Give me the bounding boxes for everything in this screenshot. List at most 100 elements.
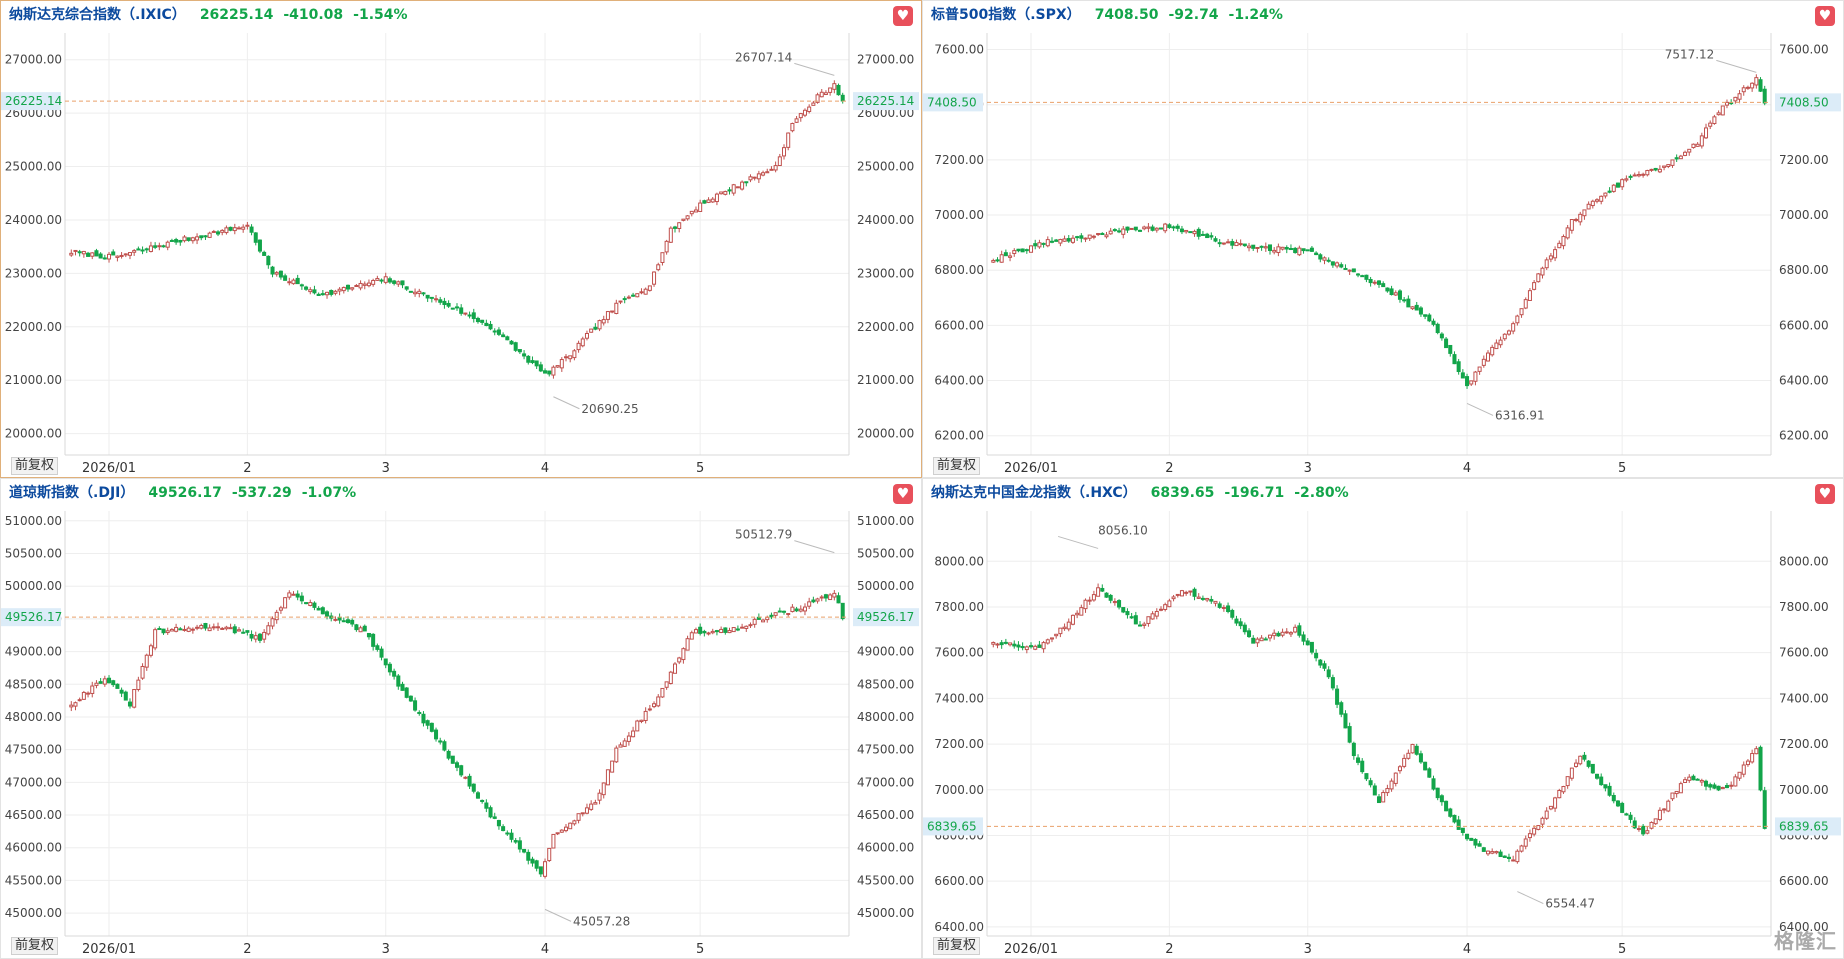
y-tick-label-right: 7600.00 bbox=[1779, 43, 1829, 57]
candle bbox=[304, 285, 309, 291]
favorite-heart-icon[interactable]: ♥ bbox=[1815, 484, 1835, 504]
candle bbox=[266, 255, 271, 269]
y-tick-label-right: 49000.00 bbox=[857, 645, 914, 659]
x-tick-label: 4 bbox=[1463, 942, 1471, 957]
candle bbox=[387, 662, 392, 676]
candle bbox=[232, 223, 237, 235]
candle bbox=[765, 168, 770, 174]
candle bbox=[312, 601, 317, 611]
candle bbox=[1351, 741, 1356, 760]
index-name[interactable]: 道琼斯指数（.DJI） bbox=[9, 485, 135, 501]
candle bbox=[1079, 233, 1084, 243]
candle bbox=[1519, 844, 1524, 853]
dji-panel[interactable]: 道琼斯指数（.DJI） 49526.17 -537.29 -1.07% ♥ 45000… bbox=[0, 478, 922, 959]
candle bbox=[371, 278, 376, 287]
adjust-mode-button[interactable]: 前复权 bbox=[933, 937, 981, 955]
candle bbox=[107, 675, 112, 684]
candle bbox=[337, 287, 342, 296]
ixic-panel[interactable]: 纳斯达克综合指数（.IXIC） 26225.14 -410.08 -1.54% ♥ 2… bbox=[0, 0, 922, 478]
candle bbox=[492, 812, 497, 820]
candle bbox=[392, 668, 397, 680]
candle bbox=[1146, 616, 1151, 627]
candle bbox=[693, 627, 698, 634]
candle bbox=[744, 625, 749, 632]
candle bbox=[660, 252, 665, 266]
candle bbox=[1230, 238, 1235, 250]
candle bbox=[1720, 786, 1725, 790]
candle bbox=[1129, 227, 1134, 230]
candle bbox=[517, 837, 522, 853]
spx-panel[interactable]: 标普500指数（.SPX） 7408.50 -92.74 -1.24% ♥ 6200.… bbox=[922, 0, 1844, 478]
candle bbox=[752, 176, 757, 181]
y-tick-label-right: 22000.00 bbox=[857, 320, 914, 334]
candle bbox=[454, 303, 460, 311]
candle bbox=[601, 315, 606, 326]
candle bbox=[199, 235, 204, 241]
hxc-panel[interactable]: 纳斯达克中国金龙指数（.HXC） 6839.65 -196.71 -2.80% ♥ 6… bbox=[922, 478, 1844, 959]
candle bbox=[450, 307, 455, 310]
candle bbox=[1624, 812, 1629, 816]
candle bbox=[1485, 350, 1491, 362]
candle bbox=[1364, 773, 1369, 782]
candle bbox=[1167, 598, 1172, 608]
candle bbox=[207, 231, 212, 239]
candle bbox=[1234, 615, 1239, 626]
index-name[interactable]: 纳斯达克综合指数（.IXIC） bbox=[9, 7, 186, 23]
candle bbox=[505, 830, 510, 836]
index-name[interactable]: 标普500指数（.SPX） bbox=[931, 7, 1081, 23]
candle bbox=[467, 311, 472, 319]
candle bbox=[1138, 621, 1143, 627]
candle bbox=[1502, 855, 1507, 858]
candle bbox=[165, 240, 170, 251]
candle bbox=[211, 229, 216, 233]
candle bbox=[1481, 846, 1486, 852]
favorite-heart-icon[interactable]: ♥ bbox=[893, 6, 913, 26]
adjust-mode-button[interactable]: 前复权 bbox=[11, 457, 59, 475]
candle bbox=[236, 627, 241, 632]
candle bbox=[1020, 642, 1025, 651]
candle bbox=[790, 122, 795, 133]
candle bbox=[475, 316, 480, 324]
adjust-mode-button[interactable]: 前复权 bbox=[11, 937, 59, 955]
favorite-heart-icon[interactable]: ♥ bbox=[893, 484, 913, 504]
candle bbox=[132, 688, 137, 709]
candle bbox=[1523, 835, 1528, 850]
favorite-heart-icon[interactable]: ♥ bbox=[1815, 6, 1835, 26]
candle bbox=[153, 242, 158, 250]
candle bbox=[1712, 782, 1717, 790]
candle bbox=[1016, 248, 1021, 253]
candle bbox=[383, 658, 388, 669]
candle bbox=[1318, 658, 1323, 669]
candlestick-chart[interactable]: 45000.00 45000.00 45500.00 45500.00 46000.00… bbox=[1, 479, 921, 958]
candle bbox=[618, 300, 623, 305]
candle bbox=[1142, 621, 1147, 629]
index-price: 49526.17 bbox=[148, 485, 222, 501]
candlestick-chart[interactable]: 6200.00 6200.00 6400.00 6400.00 6600.00 6600.… bbox=[923, 1, 1843, 477]
candle bbox=[1360, 758, 1365, 774]
candle bbox=[161, 628, 166, 635]
index-name[interactable]: 纳斯达克中国金龙指数（.HXC） bbox=[931, 485, 1137, 501]
candle bbox=[1473, 838, 1478, 849]
candle bbox=[299, 592, 304, 605]
candle bbox=[102, 675, 107, 687]
candle bbox=[337, 613, 342, 624]
candle bbox=[1125, 226, 1130, 233]
candle bbox=[1758, 77, 1763, 93]
candle bbox=[652, 271, 657, 287]
candle bbox=[568, 355, 573, 363]
candle bbox=[446, 300, 451, 308]
candle bbox=[597, 319, 602, 332]
candle bbox=[1087, 596, 1092, 605]
candle bbox=[1045, 236, 1050, 248]
candle bbox=[241, 628, 246, 634]
y-tick-label-left: 23000.00 bbox=[5, 266, 62, 280]
candle bbox=[90, 252, 95, 260]
y-tick-label-right: 46500.00 bbox=[857, 808, 914, 822]
candle bbox=[165, 627, 170, 635]
candle bbox=[1423, 761, 1428, 771]
candlestick-chart[interactable]: 20000.00 20000.00 21000.00 21000.00 22000.00… bbox=[1, 1, 921, 477]
candle bbox=[1301, 631, 1306, 646]
candle bbox=[1024, 645, 1029, 654]
adjust-mode-button[interactable]: 前复权 bbox=[933, 457, 981, 475]
